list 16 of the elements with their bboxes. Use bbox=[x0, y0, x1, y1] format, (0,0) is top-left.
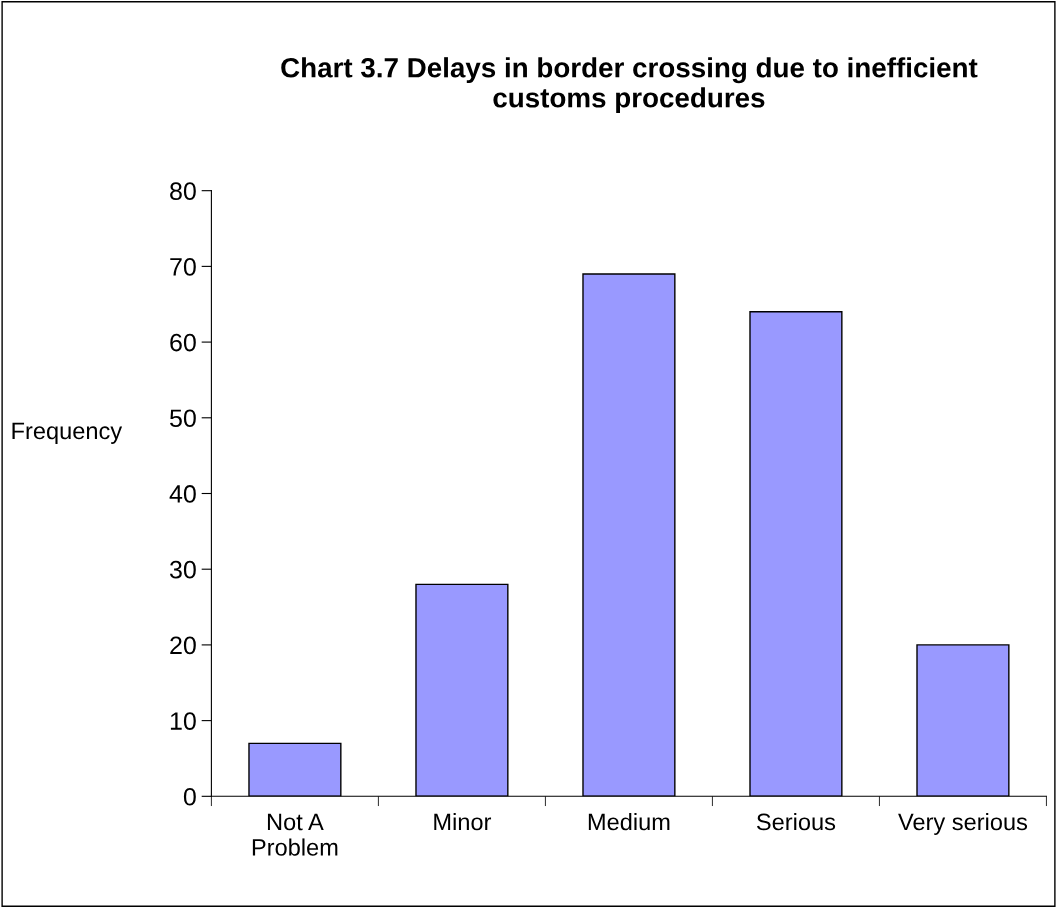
x-tick-label: Medium bbox=[588, 812, 670, 831]
y-axis-title: Frequency bbox=[12, 422, 123, 444]
y-tick-label: 70 bbox=[170, 257, 196, 276]
y-tick-label: 20 bbox=[170, 636, 196, 655]
x-tick-label: Serious bbox=[756, 812, 836, 831]
y-tick-label: 40 bbox=[169, 485, 196, 503]
x-tick-label: Very serious bbox=[898, 812, 1028, 835]
y-tick-label: 30 bbox=[169, 560, 196, 579]
x-tick-label: Minor bbox=[434, 812, 492, 831]
x-tick-label: Not A Problem bbox=[252, 813, 338, 856]
y-tick-label: 0 bbox=[183, 787, 196, 806]
chart-title: Chart 3.7 Delays in border crossing due to inefficient customs procedures bbox=[281, 57, 978, 114]
y-tick-label: 80 bbox=[170, 182, 196, 200]
y-tick-label: 60 bbox=[170, 333, 196, 352]
y-tick-label: 10 bbox=[170, 712, 196, 730]
y-tick-label: 50 bbox=[170, 409, 196, 428]
